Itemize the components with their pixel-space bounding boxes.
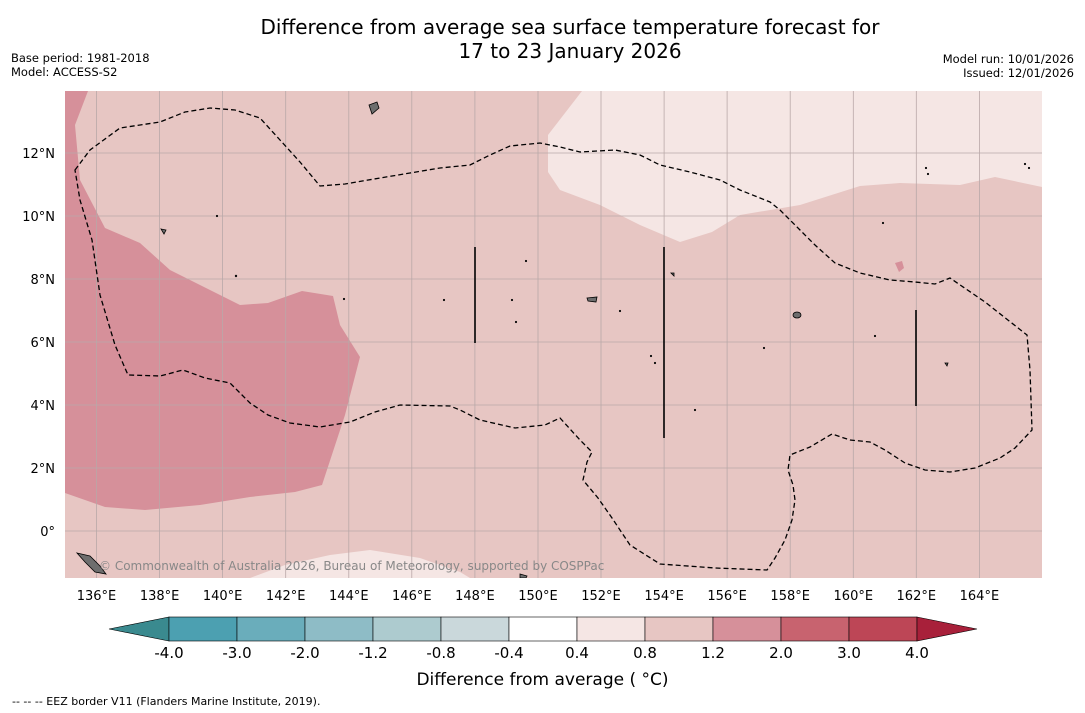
- anomaly-region-0.4-0.8-northeast: [548, 91, 1042, 242]
- issued-date: Issued: 12/01/2026: [963, 66, 1074, 80]
- lat-label: 4°N: [31, 399, 56, 414]
- eez-footnote: -- -- -- EEZ border V11 (Flanders Marine…: [12, 695, 321, 708]
- lat-label: 8°N: [31, 273, 56, 288]
- colorbar-segment: [440, 616, 510, 642]
- colorbar-segment: [848, 616, 918, 642]
- islands: [75, 101, 1031, 578]
- anomaly-patch-1.2-2.0: [895, 261, 904, 272]
- title-line-2: 17 to 23 January 2026: [458, 39, 682, 63]
- map-title: Difference from average sea surface temp…: [0, 15, 1085, 63]
- colorbar-tick: 0.8: [633, 644, 657, 662]
- colorbar-tick: -1.2: [358, 644, 387, 662]
- colorbar-segment: [576, 616, 646, 642]
- colorbar: [108, 616, 978, 642]
- colorbar-tick: 4.0: [905, 644, 929, 662]
- colorbar-tick: -4.0: [154, 644, 183, 662]
- lon-label: 148°E: [455, 589, 495, 604]
- colorbar-tick: -3.0: [222, 644, 251, 662]
- lon-tick-labels: 136°E 138°E 140°E 142°E 144°E 146°E 148°…: [77, 589, 999, 604]
- lon-label: 156°E: [707, 589, 747, 604]
- eez-border-palau-fsm: [74, 107, 1033, 571]
- map-area: © Commonwealth of Australia 2026, Bureau…: [65, 91, 1042, 578]
- colorbar-tick: 0.4: [565, 644, 589, 662]
- lon-label: 144°E: [329, 589, 369, 604]
- lat-label: 12°N: [22, 147, 55, 162]
- colorbar-label: Difference from average ( °C): [416, 670, 669, 690]
- colorbar-tick: 3.0: [837, 644, 861, 662]
- model-run: Model run: 10/01/2026: [942, 52, 1074, 66]
- title-line-1: Difference from average sea surface temp…: [260, 15, 880, 39]
- graticule: [65, 91, 1042, 578]
- lat-label: 2°N: [31, 462, 56, 477]
- lon-label: 142°E: [266, 589, 306, 604]
- colorbar-segment: [236, 616, 306, 642]
- colorbar-ticks: -4.0 -3.0 -2.0 -1.2 -0.8 -0.4 0.4 0.8 1.…: [154, 644, 929, 662]
- lon-label: 136°E: [77, 589, 117, 604]
- lon-label: 158°E: [770, 589, 810, 604]
- meta-right: Model run: 10/01/2026 Issued: 12/01/2026: [943, 52, 1074, 80]
- colorbar-tick: -0.8: [426, 644, 455, 662]
- colorbar-segment: [644, 616, 714, 642]
- lon-label: 160°E: [834, 589, 874, 604]
- meta-left: Base period: 1981-2018 Model: ACCESS-S2: [11, 51, 150, 79]
- base-period: Base period: 1981-2018: [11, 51, 150, 65]
- anomaly-region-0.4-0.8-south: [250, 550, 470, 578]
- model-name: Model: ACCESS-S2: [11, 65, 118, 79]
- colorbar-tick: -2.0: [290, 644, 319, 662]
- eez-vertical-segments: [474, 247, 917, 438]
- lat-label: 6°N: [31, 336, 56, 351]
- lat-label: 0°: [40, 525, 55, 540]
- colorbar-segment: [508, 616, 578, 642]
- colorbar-segment: [304, 616, 374, 642]
- lon-label: 138°E: [140, 589, 180, 604]
- colorbar-tick: 1.2: [701, 644, 725, 662]
- lat-label: 10°N: [22, 210, 55, 225]
- lon-label: 162°E: [897, 589, 937, 604]
- attribution-text: © Commonwealth of Australia 2026, Bureau…: [99, 559, 604, 573]
- colorbar-segment: [712, 616, 782, 642]
- colorbar-under-arrow: [108, 616, 170, 642]
- colorbar-segment: [780, 616, 850, 642]
- colorbar-segment: [372, 616, 442, 642]
- eez-borders: [74, 107, 1033, 571]
- lon-label: 150°E: [518, 589, 558, 604]
- lon-label: 146°E: [392, 589, 432, 604]
- colorbar-segment: [168, 616, 238, 642]
- lon-label: 154°E: [644, 589, 684, 604]
- lon-label: 164°E: [960, 589, 1000, 604]
- colorbar-tick: -0.4: [494, 644, 523, 662]
- lon-label: 152°E: [581, 589, 621, 604]
- lon-label: 140°E: [203, 589, 243, 604]
- colorbar-tick: 2.0: [769, 644, 793, 662]
- colorbar-over-arrow: [916, 616, 978, 642]
- lat-tick-labels: 12°N 10°N 8°N 6°N 4°N 2°N 0°: [22, 147, 55, 540]
